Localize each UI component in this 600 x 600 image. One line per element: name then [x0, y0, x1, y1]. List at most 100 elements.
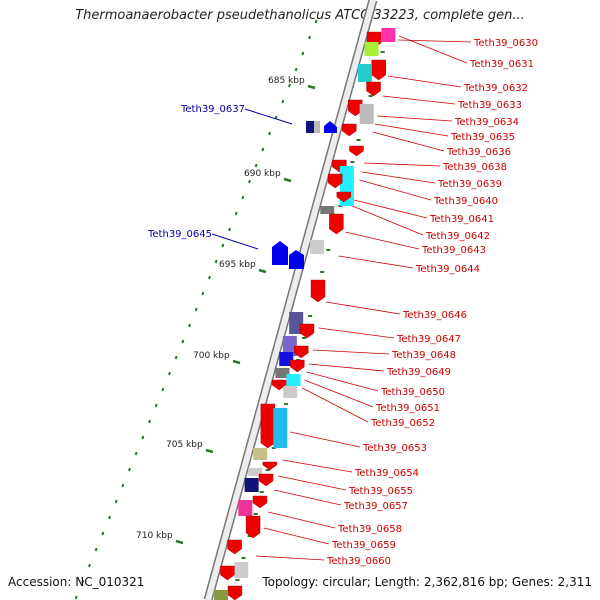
gene-label: Teth39_0639 [437, 179, 502, 190]
track-dot [254, 163, 258, 168]
track-dot [194, 307, 198, 312]
gene-arrow [220, 565, 235, 581]
track-dot [74, 595, 78, 600]
gene-block [320, 206, 335, 214]
track-dot [88, 563, 91, 568]
kbp-tick [307, 84, 316, 90]
leader-line [377, 115, 453, 122]
track-dot [234, 211, 238, 216]
leader-line [382, 95, 456, 105]
kbp-label: 685 kbp [268, 76, 305, 86]
track-dot [174, 355, 178, 360]
kbp-label: 700 kbp [193, 351, 230, 361]
kbp-label: 710 kbp [136, 531, 173, 541]
topology-label: Topology: circular; Length: 2,362,816 bp… [262, 575, 592, 589]
kbp-label: 690 kbp [244, 169, 281, 179]
gene-block [248, 468, 263, 476]
gene-label: Teth39_0634 [454, 117, 519, 128]
gene-label: Teth39_0650 [380, 387, 445, 398]
gene-label: Teth39_0631 [469, 59, 534, 70]
gene-arrow [348, 99, 363, 117]
gene-arrow [294, 345, 309, 359]
track-dot [148, 419, 151, 424]
leader-line [325, 301, 401, 315]
leader-line [256, 555, 325, 561]
leader-line [398, 35, 468, 64]
leader-line [364, 162, 441, 167]
gene-block [234, 562, 249, 578]
genome-title: Thermoanaerobacter pseudethanolicus ATCC… [75, 8, 525, 23]
track-dot [281, 99, 285, 104]
accession-label: Accession: NC_010321 [8, 575, 145, 589]
track-dot [221, 243, 225, 248]
track-dot [94, 547, 98, 552]
track-dot [268, 131, 271, 136]
track-dot [261, 147, 265, 152]
reverse-strand-genes [272, 121, 337, 269]
leader-line [352, 205, 424, 236]
track-dot [114, 499, 118, 504]
gene-label: Teth39_0641 [429, 214, 494, 225]
gene-arrow [371, 59, 386, 81]
track-dot [161, 387, 165, 392]
track-dot [314, 19, 318, 24]
track-dot [308, 35, 311, 40]
gene-label: Teth39_0647 [396, 334, 461, 345]
kbp-tick [232, 359, 241, 365]
leader-line [211, 233, 259, 250]
gene-block [357, 64, 372, 82]
left-gene-labels: Teth39_0637 Teth39_0645 [147, 104, 245, 240]
kbp-labels: 685 kbp 690 kbp 695 kbp 700 kbp 705 kbp 710 k… [136, 76, 305, 541]
track-dot [241, 195, 245, 200]
leader-line [372, 131, 445, 152]
outer-dot-track [74, 19, 318, 600]
gene-label: Teth39_0652 [370, 418, 435, 429]
leader-line [359, 179, 432, 201]
track-dot [188, 323, 191, 328]
track-dot [121, 483, 125, 488]
leader-line [244, 108, 293, 125]
gene-block [283, 386, 298, 398]
forward-strand-genes [214, 28, 396, 600]
gene-block [289, 312, 304, 334]
gene-label: Teth39_0635 [450, 132, 515, 143]
gene-arrow [349, 145, 364, 157]
leader-line [361, 171, 436, 184]
kbp-tick [283, 177, 292, 183]
kbp-tick [205, 448, 214, 454]
track-dot [301, 51, 305, 56]
gene-arrow [272, 241, 288, 265]
track-dot [154, 403, 158, 408]
gene-block [282, 336, 297, 356]
track-dot [214, 259, 218, 264]
gene-block [381, 28, 396, 42]
gene-arrow [329, 213, 344, 235]
gene-arrow [310, 279, 326, 303]
gene-label: Teth39_0658 [337, 524, 402, 535]
gene-label: Teth39_0643 [421, 245, 486, 256]
gene-label: Teth39_0657 [343, 501, 408, 512]
gene-label: Teth39_0636 [446, 147, 511, 158]
leader-line [312, 349, 390, 355]
leader-line [338, 255, 414, 269]
track-dot [294, 67, 298, 72]
kbp-label: 705 kbp [166, 440, 203, 450]
gene-label: Teth39_0651 [375, 403, 440, 414]
gene-arrow [324, 121, 337, 133]
track-dot [141, 435, 145, 440]
leader-line [353, 199, 428, 219]
leader-line [290, 431, 361, 448]
kbp-ticks [175, 84, 316, 545]
kbp-tick [175, 539, 184, 545]
gene-block [286, 374, 301, 386]
gene-label: Teth39_0646 [402, 310, 467, 321]
gene-label: Teth39_0642 [425, 231, 490, 242]
gene-label: Teth39_0637 [180, 104, 245, 115]
gene-arrow [227, 585, 243, 600]
gene-label: Teth39_0655 [348, 486, 413, 497]
leader-line [274, 489, 342, 506]
kbp-tick [258, 268, 267, 274]
leader-line [306, 371, 379, 392]
gene-label: Teth39_0630 [473, 38, 538, 49]
